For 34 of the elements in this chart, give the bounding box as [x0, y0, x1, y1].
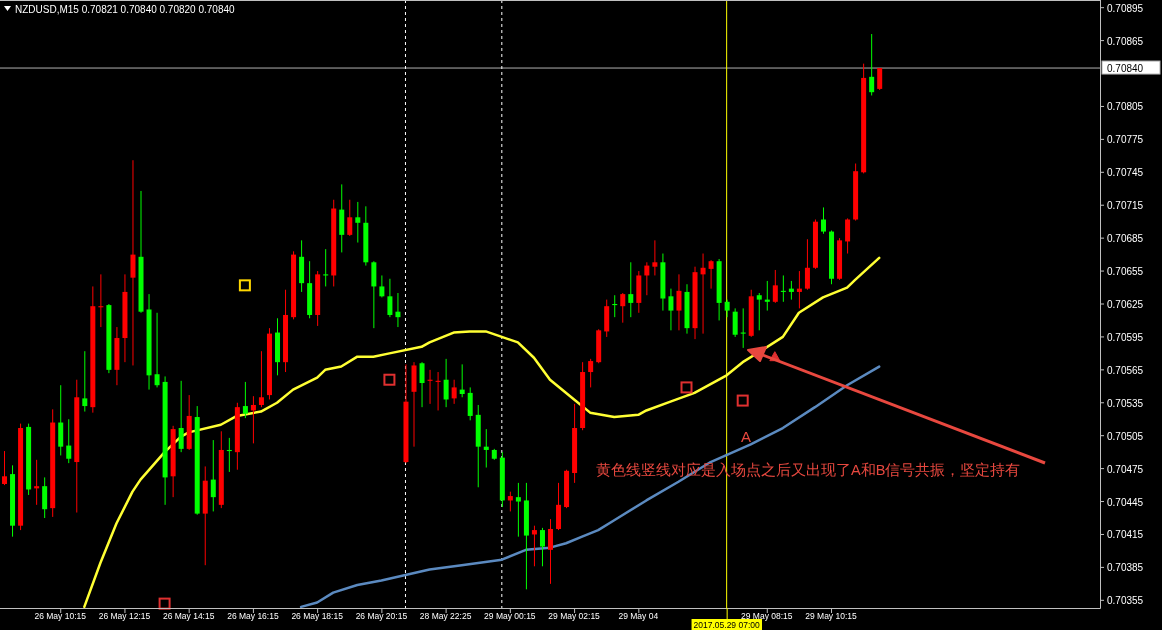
x-tick-label: 2017.05.29 07:00: [693, 620, 760, 630]
y-tick-label: 0.70625: [1107, 299, 1144, 310]
y-tick-label: 0.70775: [1107, 134, 1144, 146]
x-tick-label: 26 May 16:15: [227, 611, 279, 621]
y-tick-label: 0.70385: [1107, 562, 1144, 574]
x-tick-label: 29 May 10:15: [805, 611, 857, 621]
y-tick-label: 0.70535: [1107, 397, 1144, 409]
y-tick-label: 0.70895: [1107, 2, 1144, 14]
y-tick-label: 0.70865: [1107, 35, 1144, 47]
x-tick-label: 26 May 14:15: [162, 611, 215, 621]
x-tick-label: 29 May 00:15: [484, 611, 536, 621]
y-tick-label: 0.70565: [1107, 364, 1144, 376]
y-tick-label: 0.70715: [1107, 200, 1144, 212]
y-tick-label: 0.70445: [1107, 496, 1144, 508]
chart-title: NZDUSD,M15 0.70821 0.70840 0.70820 0.70840: [15, 4, 236, 15]
y-tick-label: 0.70655: [1107, 266, 1144, 278]
y-tick-label: 0.70805: [1107, 101, 1144, 113]
x-tick-label: 26 May 10:15: [34, 611, 86, 621]
x-tick-label: 29 May 04: [618, 611, 659, 621]
y-tick-label: 0.70745: [1107, 167, 1144, 179]
y-tick-label: 0.70595: [1107, 331, 1144, 343]
x-tick-label: 26 May 12:15: [98, 611, 151, 621]
x-tick-label: 26 May 20:15: [355, 611, 408, 621]
y-tick-label: 0.70415: [1107, 529, 1144, 541]
x-tick-label: 26 May 18:15: [291, 611, 343, 621]
x-tick-label: 29 May 08:15: [741, 611, 793, 621]
x-tick-label: 29 May 02:15: [548, 611, 600, 621]
y-tick-label: 0.70475: [1107, 463, 1144, 475]
ref-line-label: 0.70840: [1107, 63, 1144, 75]
x-tick-label: 28 May 22:25: [419, 611, 472, 621]
y-tick-label: 0.70355: [1107, 595, 1144, 607]
y-tick-label: 0.70685: [1107, 233, 1144, 245]
y-tick-label: 0.70505: [1107, 430, 1144, 442]
annotation: A: [741, 428, 752, 445]
